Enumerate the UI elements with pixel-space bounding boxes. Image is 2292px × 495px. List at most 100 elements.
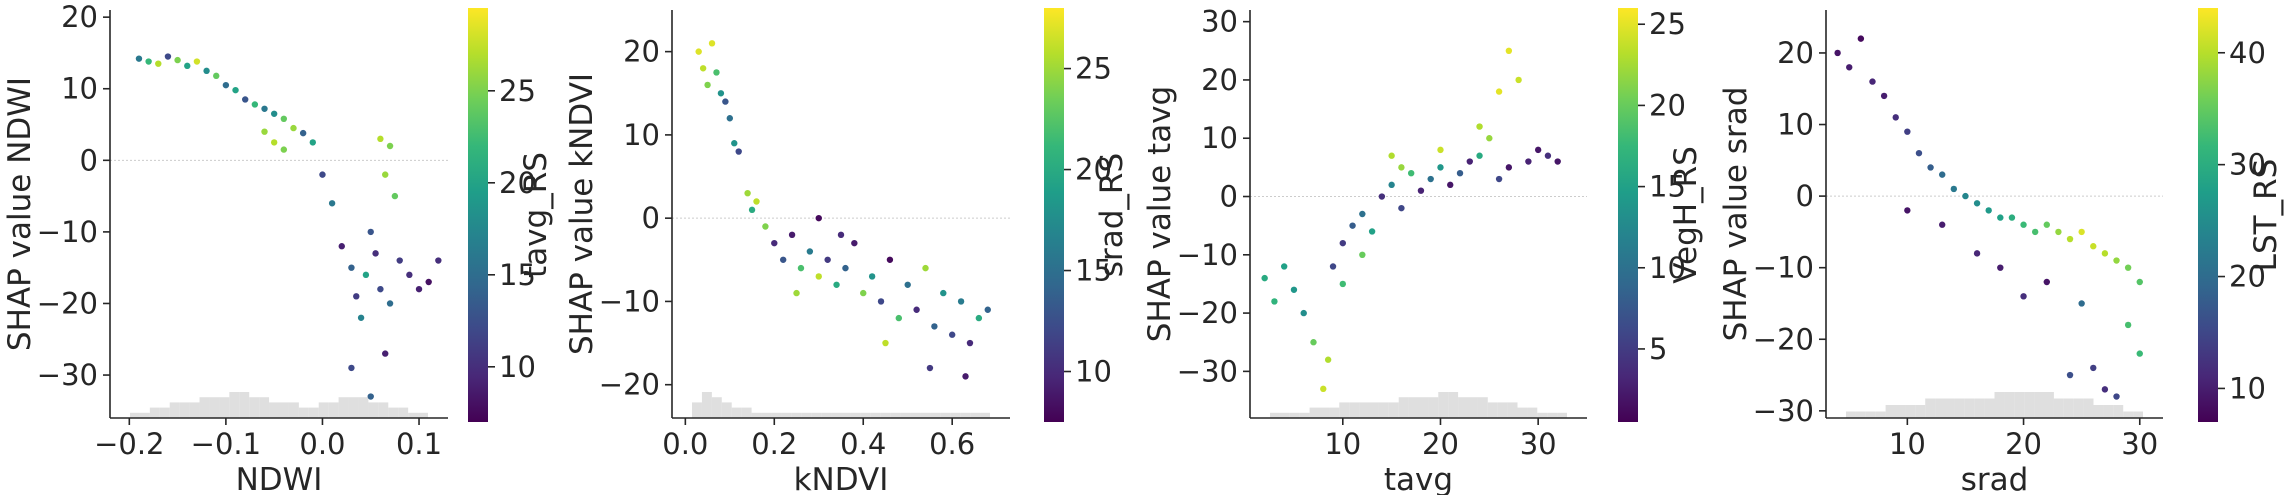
x-tick-label: 20 (1422, 427, 1459, 461)
colorbar-label: tavg_RS (518, 152, 554, 278)
scatter-point (2124, 264, 2132, 271)
scatter-point (2078, 300, 2085, 307)
scatter-point (931, 323, 938, 330)
y-tick-label: −10 (37, 215, 98, 249)
histogram-bar (771, 412, 782, 418)
scatter-point (713, 69, 720, 76)
colorbar-tick-label: 20 (499, 166, 536, 200)
scatter-point (940, 289, 947, 297)
scatter-point (193, 58, 201, 65)
colorbar-gradient (1044, 8, 1064, 422)
histogram-bar (1369, 402, 1379, 418)
colorbar: 25 20 15 10 5 VegH_RS (1618, 7, 1704, 422)
scatter-point (748, 206, 756, 214)
scatter-point (2055, 228, 2062, 236)
colorbar-tick-label: 25 (1649, 7, 1686, 41)
histogram-bar (1477, 397, 1488, 418)
y-tick-label: 10 (1777, 108, 1814, 142)
scatter-point (164, 53, 172, 60)
scatter-point (372, 250, 379, 257)
scatter-point (1857, 35, 1865, 42)
scatter-point (1869, 78, 1876, 85)
scatter-point (793, 289, 800, 297)
scatter-point (391, 192, 399, 200)
scatter-point (1417, 187, 1425, 194)
histogram-bar (1547, 412, 1558, 418)
scatter-point (1349, 222, 1356, 229)
scatter-point (2020, 221, 2027, 228)
colorbar-label: LST_RS (2248, 159, 2284, 272)
scatter-point (1544, 152, 1552, 159)
scatter-point (1261, 274, 1268, 282)
scatter-point (377, 135, 384, 143)
scatter-point (261, 105, 268, 112)
histogram-bar (179, 402, 190, 418)
histogram-bar (229, 392, 240, 418)
scatter-point (753, 198, 760, 205)
scatter-point (1320, 385, 1327, 393)
histogram-bar (2044, 392, 2054, 418)
histogram-bar (791, 412, 802, 418)
scatter-point (280, 146, 288, 153)
histogram-bar (731, 407, 742, 418)
scatter-point (280, 115, 288, 123)
scatter-point (1456, 170, 1464, 177)
histogram-bar (1557, 412, 1567, 418)
colorbar-label: srad_RS (1094, 153, 1130, 277)
scatter-point (319, 171, 326, 178)
histogram-bar (130, 412, 140, 418)
scatter-point (2020, 293, 2027, 300)
scatter-point (2136, 350, 2143, 357)
scatter-point (2043, 278, 2050, 286)
scatter-point (731, 140, 738, 147)
scatter-point (2090, 243, 2097, 250)
scatter-point (797, 264, 805, 272)
colorbar-tick-label: 25 (1075, 52, 1112, 86)
scatter-point (837, 231, 845, 239)
histogram-bar (1398, 397, 1409, 418)
histogram-bar (2113, 405, 2124, 418)
histogram-bar (741, 407, 752, 418)
colorbar-tick-label: 15 (499, 258, 536, 292)
histogram-bar (950, 412, 961, 418)
x-tick-label: 30 (2121, 427, 2158, 461)
histogram-bar (2053, 398, 2064, 418)
scatter-point (1271, 298, 1278, 305)
scatter-point (203, 67, 210, 75)
scatter-point (788, 231, 796, 239)
scatter-point (1495, 88, 1503, 95)
histogram-bar (1855, 411, 1866, 418)
y-tick-label: −20 (1177, 296, 1238, 330)
histogram-bar (1270, 412, 1280, 418)
histogram-bar (1329, 407, 1340, 418)
histogram-bar (368, 402, 379, 418)
panel-3: 10 20 30 20 10 0 −10 −20 −30 srad SHAP value srad 4… (1718, 8, 2284, 495)
scatter-point (1280, 263, 1288, 270)
x-tick-label: 0.4 (840, 427, 886, 461)
y-tick-label: 20 (61, 0, 98, 34)
histogram-bar (1388, 402, 1399, 418)
scatter-point (2101, 250, 2109, 257)
scatter-point (1476, 123, 1483, 130)
histogram-bar (970, 412, 981, 418)
histogram-bar (920, 412, 931, 418)
y-tick-label: 0 (1220, 180, 1238, 214)
colorbar-tick-label: 15 (1649, 170, 1686, 204)
histogram-bar (910, 412, 921, 418)
histogram-bar (1954, 398, 1965, 418)
scatter-point (1427, 175, 1434, 183)
histogram-bar (358, 397, 369, 418)
histogram-bar (1468, 397, 1478, 418)
colorbar-gradient (2198, 8, 2218, 422)
y-tick-label: 0 (642, 201, 660, 235)
scatter-point (1939, 221, 1946, 228)
y-tick-label: −30 (1753, 394, 1814, 428)
scatter-point (348, 264, 355, 271)
histogram-bar (1527, 407, 1538, 418)
scatter-point (382, 350, 389, 357)
histogram-bar (1925, 398, 1936, 418)
scatter-point (1904, 128, 1911, 135)
x-tick-label: 20 (2005, 427, 2042, 461)
scatter-point (1834, 49, 1841, 57)
histogram-bar (1309, 407, 1320, 418)
